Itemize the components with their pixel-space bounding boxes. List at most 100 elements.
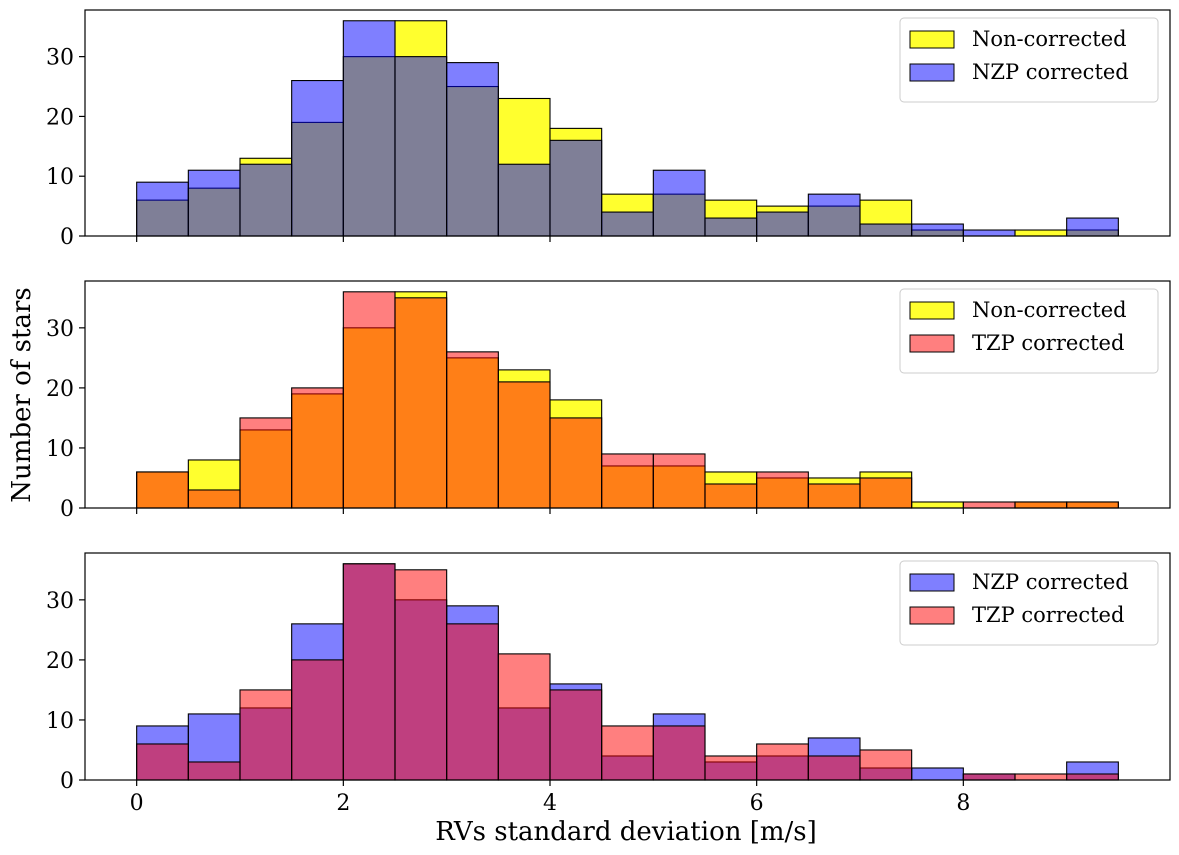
bar: [291, 387, 344, 509]
panel-1: 0 10 20 30 Non-corrected NZP corrected: [46, 9, 1171, 250]
legend-swatch: [909, 334, 955, 353]
x-tick-label: 8: [956, 791, 970, 816]
bar: [807, 755, 861, 781]
axes-frame: [84, 9, 1171, 237]
bar: [601, 725, 654, 781]
y-tick-label: 10: [46, 709, 74, 734]
axes-frame: [84, 552, 1171, 781]
legend-box: [899, 288, 1159, 374]
bar: [704, 217, 758, 237]
bar: [291, 659, 344, 781]
legend-swatch: [909, 606, 955, 625]
bar: [601, 453, 654, 509]
series-nzp-corrected: [136, 20, 1119, 237]
bar: [1014, 773, 1068, 781]
legend-label: NZP corrected: [972, 570, 1129, 594]
legend: NZP corrected TZP corrected: [899, 560, 1159, 646]
y-tick-label: 30: [46, 317, 74, 342]
bar: [136, 181, 189, 237]
series-tzp-corrected: [136, 563, 1119, 781]
bar: [497, 653, 551, 781]
y-tick-label: 30: [46, 589, 74, 614]
y-tick-label: 0: [60, 769, 74, 794]
x-tick-label: 4: [543, 791, 557, 816]
bar: [497, 163, 551, 237]
bar: [394, 569, 448, 781]
legend-label: Non-corrected: [972, 298, 1127, 322]
legend-swatch: [909, 63, 955, 82]
bar: [962, 501, 1016, 509]
bar: [446, 351, 499, 509]
panel-3: 0 10 20 30 0 2 4 6 8 NZP corrected TZP corrected: [46, 552, 1171, 816]
bar: [394, 297, 448, 509]
bar: [911, 223, 964, 237]
bar: [652, 169, 706, 237]
bar: [549, 417, 603, 509]
legend-label: Non-corrected: [972, 27, 1127, 51]
bar: [704, 755, 758, 781]
legend-swatch: [909, 30, 955, 49]
bar: [962, 773, 1016, 781]
bar: [601, 211, 654, 237]
bar: [911, 501, 964, 509]
bar: [187, 761, 241, 781]
bar: [859, 477, 913, 509]
bar: [291, 80, 344, 237]
bar: [1066, 217, 1119, 237]
legend-swatch: [909, 301, 955, 320]
bar: [497, 381, 551, 509]
bar: [187, 169, 241, 237]
y-tick-label: 20: [46, 105, 74, 130]
x-tick-label: 2: [336, 791, 350, 816]
bar: [136, 743, 189, 781]
bar: [962, 229, 1016, 237]
bar: [342, 20, 396, 237]
bar: [807, 483, 861, 509]
x-axis-title: RVs standard deviation [m/s]: [435, 817, 817, 847]
bar: [549, 689, 603, 781]
x-tick-label: 0: [130, 791, 144, 816]
y-tick-label: 0: [60, 225, 74, 250]
bar: [1066, 501, 1119, 509]
legend-swatch: [909, 573, 955, 592]
series-tzp-corrected: [136, 291, 1119, 509]
bar: [342, 291, 396, 509]
legend: Non-corrected NZP corrected: [899, 17, 1159, 103]
legend-box: [899, 17, 1159, 103]
bar: [652, 453, 706, 509]
y-tick-label: 30: [46, 46, 74, 71]
y-tick-label: 20: [46, 377, 74, 402]
y-tick-label: 10: [46, 437, 74, 462]
legend-label: TZP corrected: [972, 603, 1124, 627]
bar: [239, 163, 293, 237]
y-tick-label: 20: [46, 649, 74, 674]
bar: [807, 193, 861, 237]
bar: [394, 56, 448, 237]
bar: [136, 471, 189, 509]
y-tick-label: 0: [60, 497, 74, 522]
legend: Non-corrected TZP corrected: [899, 288, 1159, 374]
bar: [704, 483, 758, 509]
y-axis-title: Number of stars: [7, 287, 37, 502]
bar: [1014, 229, 1068, 237]
bar: [446, 623, 499, 781]
x-tick-label: 6: [750, 791, 764, 816]
axes-frame: [84, 280, 1171, 509]
legend-label: NZP corrected: [972, 60, 1129, 84]
bar: [549, 139, 603, 237]
bar: [187, 489, 241, 509]
y-tick-label: 10: [46, 165, 74, 190]
bar: [446, 62, 499, 237]
bar: [342, 563, 396, 781]
bar: [239, 417, 293, 509]
panel-2: 0 10 20 30 Non-corrected TZP corrected: [46, 280, 1171, 522]
bar: [859, 749, 913, 781]
legend-box: [899, 560, 1159, 646]
bar: [859, 223, 913, 237]
bar: [1066, 773, 1119, 781]
bar: [652, 725, 706, 781]
bar: [911, 767, 964, 781]
bar: [1014, 501, 1068, 509]
bar: [756, 471, 809, 509]
